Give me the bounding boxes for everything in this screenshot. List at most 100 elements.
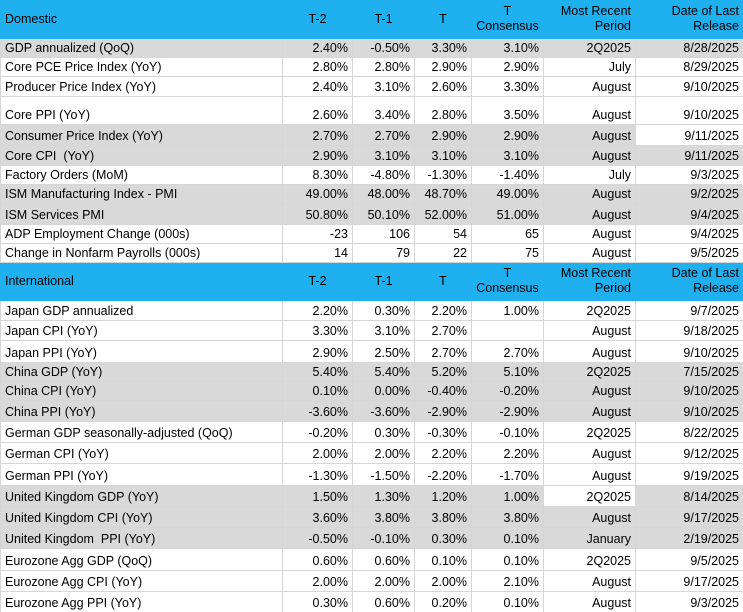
value-cell: 14 bbox=[282, 243, 353, 263]
value-cell: 2.00% bbox=[282, 570, 353, 592]
value-cell: -0.40% bbox=[414, 381, 472, 401]
header-row: International T-2 T-1 T T Consensus Most Rece… bbox=[0, 262, 743, 301]
date-cell: 9/11/2025 bbox=[635, 145, 743, 166]
data-row: United Kingdom CPI (YoY) 3.60% 3.80% 3.80% 3… bbox=[0, 506, 743, 528]
indicator-name: GDP annualized (QoQ) bbox=[0, 38, 283, 58]
column-header: T bbox=[414, 0, 472, 39]
value-cell: 2.70% bbox=[282, 124, 353, 146]
data-row: German PPI (YoY) -1.30% -1.50% -2.20% -1.70%… bbox=[0, 463, 743, 486]
value-cell: 5.40% bbox=[352, 362, 415, 382]
value-cell: 2.60% bbox=[282, 96, 353, 125]
value-cell: -2.20% bbox=[414, 463, 472, 486]
period-cell: August bbox=[543, 442, 636, 464]
date-cell: 9/5/2025 bbox=[635, 243, 743, 263]
indicator-name: Factory Orders (MoM) bbox=[0, 165, 283, 185]
period-cell: August bbox=[543, 96, 636, 125]
data-row: Factory Orders (MoM) 8.30% -4.80% -1.30% -1.… bbox=[0, 165, 743, 185]
indicator-name: ISM Services PMI bbox=[0, 203, 283, 225]
period-cell: 2Q2025 bbox=[543, 421, 636, 443]
date-cell: 7/15/2025 bbox=[635, 362, 743, 382]
date-cell: 8/28/2025 bbox=[635, 38, 743, 58]
value-cell: -3.60% bbox=[282, 400, 353, 422]
indicator-name: United Kingdom PPI (YoY) bbox=[0, 527, 283, 549]
value-cell: 2.20% bbox=[414, 442, 472, 464]
value-cell: 3.10% bbox=[352, 76, 415, 97]
date-cell: 9/10/2025 bbox=[635, 400, 743, 422]
value-cell: 2.10% bbox=[471, 570, 544, 592]
date-cell: 9/10/2025 bbox=[635, 96, 743, 125]
value-cell: 2.90% bbox=[282, 145, 353, 166]
column-header: T-1 bbox=[352, 0, 415, 39]
value-cell: 0.20% bbox=[414, 591, 472, 612]
value-cell: 3.10% bbox=[471, 145, 544, 166]
value-cell: 2.70% bbox=[414, 320, 472, 341]
indicator-name: China PPI (YoY) bbox=[0, 400, 283, 422]
value-cell: 5.40% bbox=[282, 362, 353, 382]
value-cell: 2.60% bbox=[414, 76, 472, 97]
value-cell: 1.00% bbox=[471, 485, 544, 507]
value-cell: 2.80% bbox=[352, 57, 415, 77]
value-cell: 54 bbox=[414, 224, 472, 244]
value-cell: 0.60% bbox=[352, 591, 415, 612]
period-cell: 2Q2025 bbox=[543, 548, 636, 571]
period-cell: July bbox=[543, 165, 636, 185]
value-cell: -0.30% bbox=[414, 421, 472, 443]
value-cell: -3.60% bbox=[352, 400, 415, 422]
date-cell: 8/29/2025 bbox=[635, 57, 743, 77]
value-cell: 2.20% bbox=[471, 442, 544, 464]
indicator-name: German PPI (YoY) bbox=[0, 463, 283, 486]
column-header: Date of Last Release bbox=[635, 262, 743, 301]
column-header: Most Recent Period bbox=[543, 262, 636, 301]
value-cell: 1.50% bbox=[282, 485, 353, 507]
date-cell: 9/2/2025 bbox=[635, 184, 743, 204]
data-row: Japan GDP annualized 2.20% 0.30% 2.20% 1.00%… bbox=[0, 300, 743, 321]
column-header: T-2 bbox=[282, 0, 353, 39]
indicator-name: China CPI (YoY) bbox=[0, 381, 283, 401]
value-cell: 5.10% bbox=[471, 362, 544, 382]
value-cell: 48.70% bbox=[414, 184, 472, 204]
value-cell: 3.50% bbox=[471, 96, 544, 125]
period-cell: August bbox=[543, 224, 636, 244]
period-cell: August bbox=[543, 381, 636, 401]
value-cell: 0.10% bbox=[471, 527, 544, 549]
column-header: T bbox=[414, 262, 472, 301]
value-cell: 3.10% bbox=[471, 38, 544, 58]
indicator-name: Japan GDP annualized bbox=[0, 300, 283, 321]
value-cell: 3.30% bbox=[471, 76, 544, 97]
column-header: Date of Last Release bbox=[635, 0, 743, 39]
indicator-name: Change in Nonfarm Payrolls (000s) bbox=[0, 243, 283, 263]
value-cell: 2.70% bbox=[471, 340, 544, 363]
indicator-name: ADP Employment Change (000s) bbox=[0, 224, 283, 244]
value-cell: 2.20% bbox=[282, 300, 353, 321]
value-cell: 2.00% bbox=[414, 570, 472, 592]
section-title: Domestic bbox=[0, 0, 283, 39]
value-cell: -0.10% bbox=[471, 421, 544, 443]
value-cell: -0.50% bbox=[282, 527, 353, 549]
indicator-name: China GDP (YoY) bbox=[0, 362, 283, 382]
value-cell: 2.40% bbox=[282, 38, 353, 58]
data-row: United Kingdom GDP (YoY) 1.50% 1.30% 1.20% 1… bbox=[0, 485, 743, 507]
period-cell: July bbox=[543, 57, 636, 77]
data-row: Core PPI (YoY) 2.60% 3.40% 2.80% 3.50% August… bbox=[0, 96, 743, 125]
value-cell: 3.80% bbox=[471, 506, 544, 528]
value-cell: 0.60% bbox=[282, 548, 353, 571]
value-cell: 106 bbox=[352, 224, 415, 244]
value-cell: 75 bbox=[471, 243, 544, 263]
date-cell: 9/3/2025 bbox=[635, 165, 743, 185]
value-cell: -1.30% bbox=[282, 463, 353, 486]
data-row: China PPI (YoY) -3.60% -3.60% -2.90% -2.90% A… bbox=[0, 400, 743, 422]
value-cell: 3.10% bbox=[414, 145, 472, 166]
value-cell: 2.70% bbox=[414, 340, 472, 363]
data-row: Japan PPI (YoY) 2.90% 2.50% 2.70% 2.70% Augus… bbox=[0, 340, 743, 363]
date-cell: 9/18/2025 bbox=[635, 320, 743, 341]
data-row: Eurozone Agg PPI (YoY) 0.30% 0.60% 0.20% 0.1… bbox=[0, 591, 743, 612]
value-cell: 79 bbox=[352, 243, 415, 263]
indicator-name: Japan PPI (YoY) bbox=[0, 340, 283, 363]
value-cell: 2.90% bbox=[471, 124, 544, 146]
value-cell: -23 bbox=[282, 224, 353, 244]
date-cell: 9/5/2025 bbox=[635, 548, 743, 571]
value-cell: -0.20% bbox=[282, 421, 353, 443]
period-cell: August bbox=[543, 243, 636, 263]
data-row: Eurozone Agg GDP (QoQ) 0.60% 0.60% 0.10% 0.1… bbox=[0, 548, 743, 571]
value-cell: -1.50% bbox=[352, 463, 415, 486]
